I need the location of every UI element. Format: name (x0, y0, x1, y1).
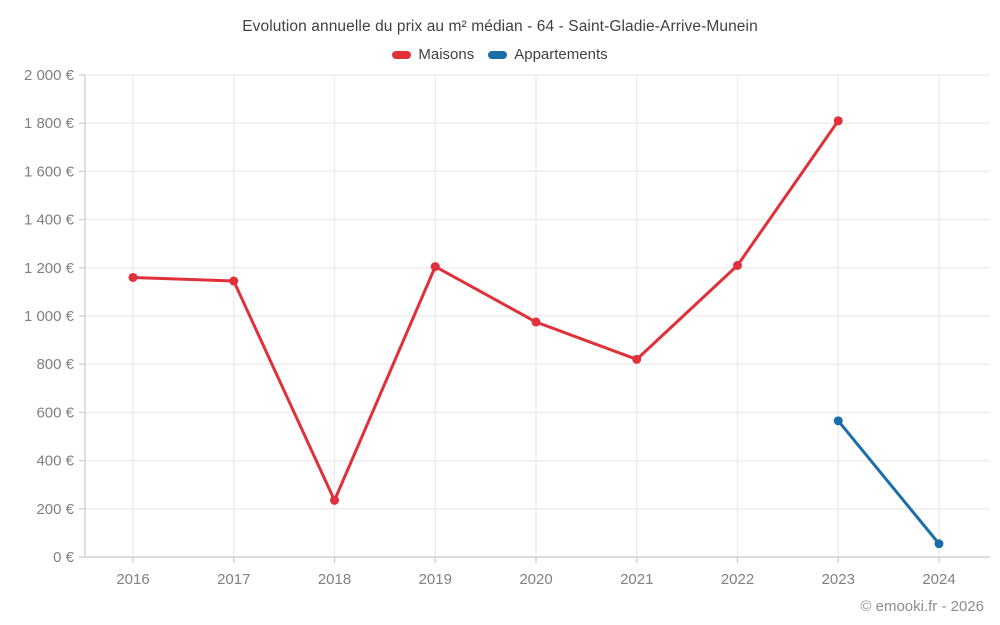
y-tick-label-1800: 1 800 € (24, 115, 75, 132)
appartements-point-2024[interactable] (934, 539, 944, 549)
legend-swatch-appartements (488, 50, 508, 59)
legend-label-appartements: Appartements (514, 46, 608, 63)
y-tick-label-1600: 1 600 € (24, 163, 75, 180)
legend-item-appartements[interactable]: Appartements (488, 46, 608, 63)
y-tick-label-2000: 2 000 € (24, 67, 75, 84)
x-tick-label-2024: 2024 (922, 571, 955, 588)
legend-item-maisons[interactable]: Maisons (392, 46, 474, 63)
y-tick-label-200: 200 € (36, 501, 74, 518)
y-tick-label-800: 800 € (36, 356, 74, 373)
x-tick-label-2023: 2023 (822, 571, 855, 588)
maisons-point-2016[interactable] (128, 272, 138, 282)
x-tick-label-2019: 2019 (419, 571, 452, 588)
appartements-line (836, 419, 941, 546)
maisons-point-2020[interactable] (531, 317, 541, 327)
maisons-point-2017[interactable] (229, 276, 239, 286)
x-tick-label-2016: 2016 (116, 571, 149, 588)
maisons-point-2018[interactable] (330, 495, 339, 505)
chart-legend: Maisons Appartements (0, 46, 1000, 63)
y-tick-label-400: 400 € (36, 453, 74, 470)
maisons-point-2021[interactable] (632, 354, 642, 364)
y-tick-label-1200: 1 200 € (24, 260, 75, 277)
y-tick-label-600: 600 € (36, 404, 74, 421)
maisons-line (131, 119, 840, 502)
x-tick-label-2022: 2022 (721, 571, 754, 588)
chart-title: Evolution annuelle du prix au m² médian … (242, 18, 758, 35)
x-tick-label-2020: 2020 (519, 571, 552, 588)
maisons-point-2019[interactable] (430, 262, 440, 272)
x-tick-label-2017: 2017 (217, 571, 250, 588)
y-tick-label-1400: 1 400 € (24, 212, 75, 229)
maisons-point-2023[interactable] (833, 116, 843, 126)
x-tick-label-2018: 2018 (318, 571, 351, 588)
copyright-credit: © emooki.fr - 2026 (860, 598, 984, 615)
maisons-point-2022[interactable] (733, 260, 742, 270)
x-tick-label-2021: 2021 (620, 571, 653, 588)
legend-label-maisons: Maisons (418, 46, 475, 63)
y-tick-label-1000: 1 000 € (24, 308, 75, 325)
y-tick-label-0: 0 € (53, 549, 75, 566)
appartements-point-2023[interactable] (833, 416, 843, 426)
legend-swatch-maisons (392, 50, 412, 59)
